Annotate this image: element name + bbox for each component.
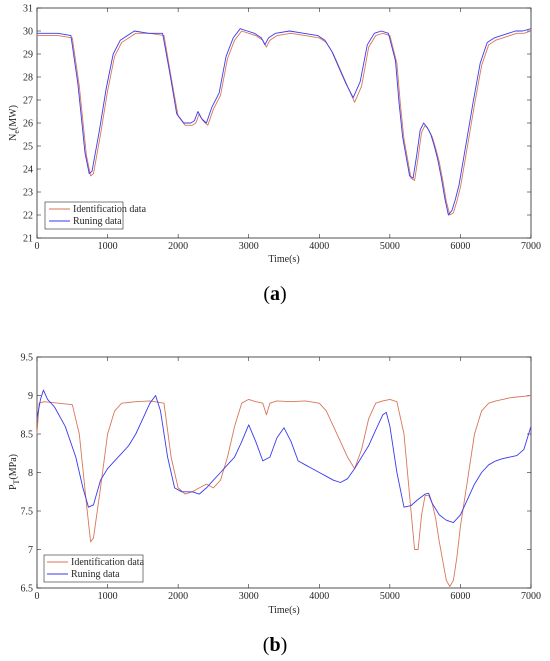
- y-axis-label-unit: (MPa): [8, 454, 19, 480]
- x-tick-label: 4000: [309, 591, 329, 602]
- y-tick-label: 23: [23, 188, 33, 199]
- legend-label-running: Runing data: [71, 569, 120, 580]
- y-axis-label-subscript: e: [12, 130, 21, 134]
- x-axis-ticks: 0 1000 2000 3000 4000 5000 6000 7000: [35, 357, 541, 602]
- series-line-running: [36, 389, 532, 524]
- legend-box: [44, 201, 124, 230]
- y-axis-ticks: 21 22 23 24 25 26 27 28 29 30 31: [23, 4, 531, 245]
- y-tick-label: 7: [28, 545, 33, 556]
- series-lines: [36, 389, 532, 587]
- y-axis-ticks: 6.5 7 7.5 8 8.5 9 9.5: [21, 353, 531, 595]
- x-tick-label: 1000: [98, 241, 118, 252]
- y-tick-label: 21: [23, 234, 33, 245]
- x-axis-ticks: 0 1000 2000 3000 4000 5000 6000 7000: [35, 8, 541, 252]
- x-axis-label: Time(s): [268, 605, 299, 616]
- y-axis-label: PT(MPa): [8, 454, 21, 490]
- chart-panel-b: 0 1000 2000 3000 4000 5000 6000 7000 6.5 7 7.5 8 8.…: [8, 353, 541, 657]
- x-tick-label: 7000: [521, 591, 541, 602]
- y-tick-label: 30: [23, 27, 33, 38]
- y-tick-label: 9.5: [21, 353, 34, 364]
- x-tick-label: 2000: [168, 241, 188, 252]
- x-tick-label: 0: [35, 241, 40, 252]
- series-line-identification: [37, 30, 532, 216]
- y-tick-label: 9: [28, 391, 33, 402]
- legend-box: [43, 554, 144, 583]
- series-lines: [37, 28, 532, 216]
- x-tick-label: 3000: [239, 591, 259, 602]
- chart-panel-a: 0 1000 2000 3000 4000 5000 6000 7000 21 22 23 24 25…: [8, 4, 541, 306]
- series-line-identification: [36, 395, 532, 587]
- legend-label-running: Runing data: [73, 216, 122, 227]
- y-tick-label: 31: [23, 4, 33, 15]
- x-tick-label: 7000: [521, 241, 541, 252]
- y-tick-label: 27: [23, 96, 33, 107]
- legend: Identification data Runing data: [44, 201, 147, 230]
- x-tick-label: 2000: [168, 591, 188, 602]
- x-tick-label: 1000: [98, 591, 118, 602]
- y-axis-label-unit: (MW): [8, 105, 19, 130]
- y-axis-label-main: P: [8, 484, 19, 490]
- y-tick-label: 25: [23, 142, 33, 153]
- y-tick-label: 6.5: [21, 584, 34, 595]
- y-tick-label: 8.5: [21, 430, 34, 441]
- x-tick-label: 5000: [380, 241, 400, 252]
- y-tick-label: 8: [28, 468, 33, 479]
- y-tick-label: 22: [23, 211, 33, 222]
- legend-label-identification: Identification data: [73, 204, 147, 215]
- legend-label-identification: Identification data: [71, 557, 145, 568]
- y-tick-label: 28: [23, 73, 33, 84]
- x-tick-label: 0: [35, 591, 40, 602]
- y-axis-label-subscript: T: [12, 479, 21, 484]
- x-axis-label: Time(s): [268, 254, 299, 265]
- y-tick-label: 7.5: [21, 507, 34, 518]
- y-tick-label: 29: [23, 50, 33, 61]
- panel-label-a: (a): [263, 283, 286, 305]
- x-tick-label: 6000: [450, 591, 470, 602]
- x-tick-label: 6000: [450, 241, 470, 252]
- y-axis-label: Ne(MW): [8, 105, 21, 141]
- x-tick-label: 5000: [380, 591, 400, 602]
- legend: Identification data Runing data: [43, 554, 145, 583]
- x-tick-label: 4000: [309, 241, 329, 252]
- y-tick-label: 24: [23, 165, 33, 176]
- y-axis-label-main: N: [8, 134, 19, 141]
- panel-label-b: (b): [263, 634, 287, 656]
- y-tick-label: 26: [23, 119, 33, 130]
- x-tick-label: 3000: [239, 241, 259, 252]
- series-line-running: [37, 28, 532, 216]
